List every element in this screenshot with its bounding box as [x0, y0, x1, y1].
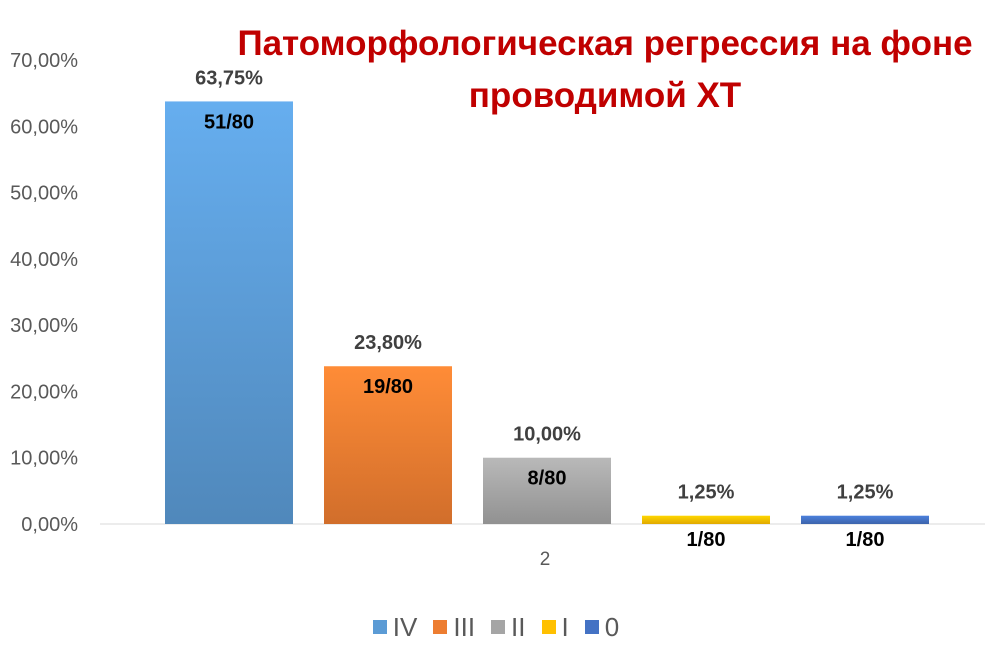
legend-swatch	[433, 620, 448, 634]
percent-data-label: 1,25%	[678, 482, 735, 504]
legend-label: I	[561, 611, 569, 642]
fraction-data-label: 1/80	[687, 529, 726, 551]
y-tick-label: 0,00%	[21, 514, 78, 536]
legend-item: IV	[372, 611, 418, 643]
y-tick-label: 30,00%	[10, 315, 78, 337]
y-tick-label: 60,00%	[10, 116, 78, 138]
bar-ii	[483, 457, 611, 524]
legend-label: IV	[392, 611, 418, 642]
y-axis: 0,00% 10,00% 20,00% 30,00% 40,00% 50,00% 60,00…	[10, 50, 78, 536]
x-tick-label: 2	[540, 549, 551, 570]
percent-data-label: 23,80%	[354, 332, 422, 354]
legend-swatch	[491, 620, 506, 634]
y-tick-label: 10,00%	[10, 448, 78, 470]
legend-item: III	[433, 612, 475, 643]
legend-label: II	[511, 611, 526, 642]
fraction-data-label: 51/80	[204, 111, 254, 133]
legend-swatch	[584, 620, 599, 634]
legend-swatch	[372, 620, 387, 634]
percent-data-label: 10,00%	[513, 424, 581, 446]
legend-label: III	[453, 611, 476, 642]
bars: 63,75% 51/80 23,80% 19/80 10,00% 8/80 1,25% 1/8…	[165, 67, 929, 551]
legend-label: 0	[604, 611, 620, 642]
percent-data-label: 1,25%	[837, 482, 894, 504]
legend-item: I	[541, 611, 569, 643]
chart-title: Патоморфологическая регрессия на фоне пр…	[225, 18, 985, 122]
bar-zero	[801, 515, 929, 524]
fraction-data-label: 19/80	[363, 376, 413, 398]
legend-item: 0	[584, 611, 620, 643]
chart-title-line-2: проводимой ХТ	[468, 76, 742, 115]
bar-i	[642, 515, 770, 524]
y-tick-label: 20,00%	[10, 381, 78, 403]
bar-iii	[324, 366, 452, 524]
fraction-data-label: 1/80	[846, 529, 885, 551]
chart-legend: IV III II I 0	[0, 610, 992, 643]
y-tick-label: 40,00%	[10, 249, 78, 271]
bar-iv	[165, 101, 293, 524]
y-tick-label: 50,00%	[10, 183, 78, 205]
fraction-data-label: 8/80	[528, 468, 567, 490]
legend-swatch	[541, 620, 556, 634]
chart-title-line-1: Патоморфологическая регрессия на фоне	[237, 24, 973, 63]
legend-item: II	[491, 611, 526, 643]
y-tick-label: 70,00%	[10, 50, 78, 72]
percent-data-label: 63,75%	[195, 67, 263, 89]
